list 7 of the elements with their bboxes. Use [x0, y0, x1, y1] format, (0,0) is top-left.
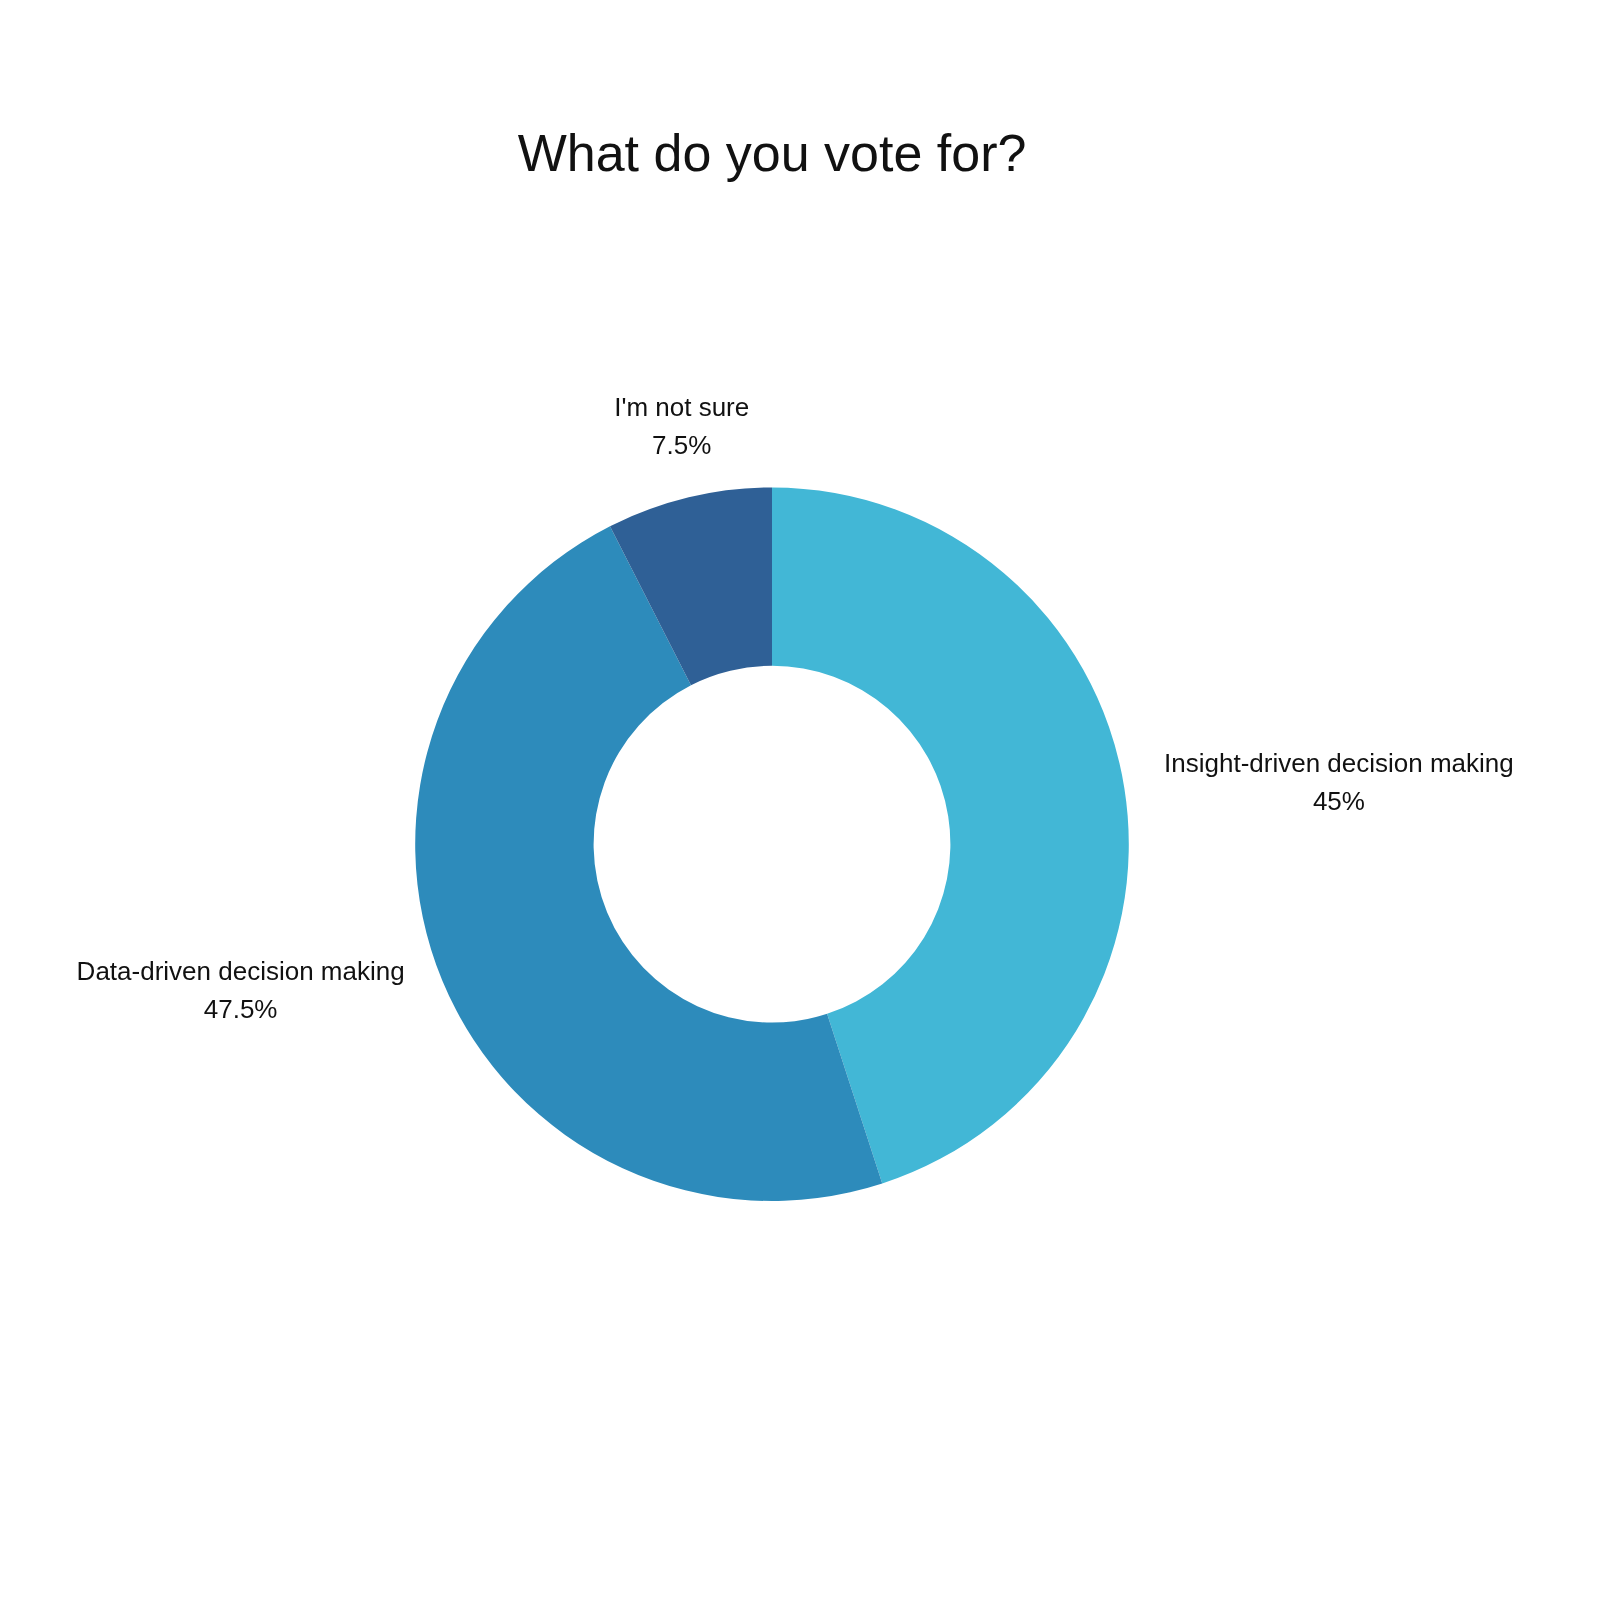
data-label: 7.5% — [652, 430, 712, 461]
chart-title: What do you vote for? — [517, 123, 1027, 182]
data-label: 47.5% — [203, 994, 278, 1025]
slice-label: Insight-driven decision making — [1164, 747, 1514, 778]
slice-label: I'm not sure — [614, 392, 750, 423]
slice-label: Data-driven decision making — [76, 956, 405, 987]
data-label: 45% — [1312, 785, 1365, 816]
